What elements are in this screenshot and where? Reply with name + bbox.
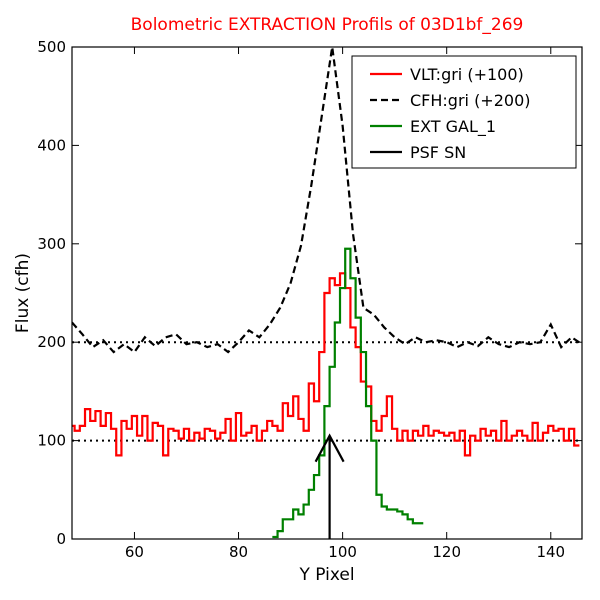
y-tick-label: 0	[56, 530, 66, 548]
psf-arrow-head	[314, 433, 345, 463]
chart-title: Bolometric EXTRACTION Profils of 03D1bf_…	[131, 15, 524, 35]
legend-label-ext-gal-1: EXT GAL_1	[410, 117, 496, 137]
y-tick-label: 100	[37, 432, 66, 450]
y-axis-label: Flux (cfh)	[13, 253, 33, 333]
y-tick-label: 300	[37, 235, 66, 253]
axis-ticks: 60 80 100 120 140 0 100 200 300 400 500	[37, 38, 582, 561]
plot-area	[72, 47, 582, 539]
x-axis-label: Y Pixel	[298, 565, 354, 585]
series-vlt-gri-100	[72, 272, 580, 457]
x-tick-label: 80	[229, 543, 248, 561]
series-ext-gal-1	[272, 247, 424, 539]
legend-label-vlt-gri-100: VLT:gri (+100)	[410, 65, 524, 84]
y-tick-label: 400	[37, 136, 66, 154]
legend-label-cfh-gri-200: CFH:gri (+200)	[410, 91, 531, 110]
legend-label-psf-sn: PSF SN	[410, 143, 466, 162]
y-tick-label: 500	[37, 38, 66, 56]
series-psf-sn	[314, 433, 345, 539]
y-tick-label: 200	[37, 333, 66, 351]
x-tick-label: 60	[125, 543, 144, 561]
plot-frame	[71, 46, 583, 540]
x-tick-label: 100	[328, 543, 357, 561]
x-tick-label: 120	[432, 543, 461, 561]
legend: VLT:gri (+100) CFH:gri (+200) EXT GAL_1 PSF…	[351, 55, 577, 169]
x-tick-label: 140	[536, 543, 565, 561]
series-cfh-gri-200	[72, 47, 582, 354]
